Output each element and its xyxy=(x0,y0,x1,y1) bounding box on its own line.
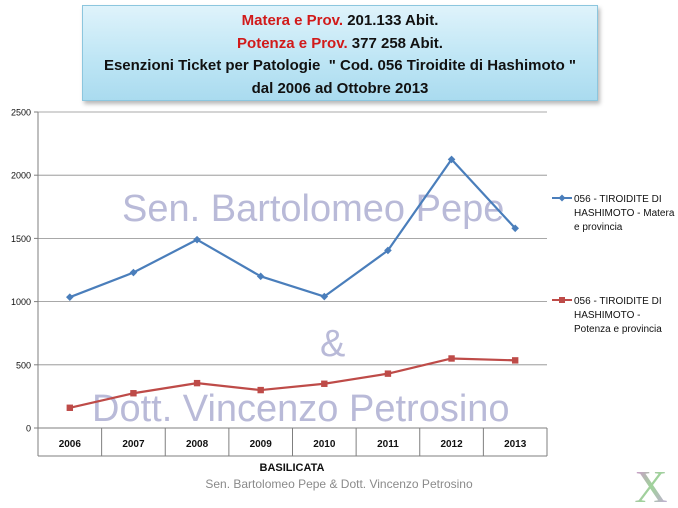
data-point-0-2010 xyxy=(320,292,329,301)
title-matera-name: Matera e Prov. xyxy=(241,12,344,29)
title-line-2: Potenza e Prov. 377 258 Abit. xyxy=(83,33,597,56)
x-tick-label-2011: 2011 xyxy=(377,439,399,450)
data-point-1-2008 xyxy=(193,379,201,387)
series-0 xyxy=(66,155,519,301)
data-point-1-2013 xyxy=(511,357,519,364)
data-point-0-2006 xyxy=(66,293,74,301)
data-point-0-2011 xyxy=(384,246,392,255)
legend-label-potenza: 056 - TIROIDITE DI HASHIMOTO - Potenza e… xyxy=(574,296,662,335)
title-potenza-population: 377 258 Abit. xyxy=(351,34,443,52)
data-point-1-2012 xyxy=(448,355,455,362)
y-tick-label-500: 500 xyxy=(16,360,31,370)
data-point-0-2007 xyxy=(129,268,138,277)
gridlines xyxy=(38,111,547,366)
legend-swatch-matera xyxy=(552,194,572,202)
series-layer xyxy=(66,155,519,411)
y-axis-tick-labels: 0 500 1000 1500 2000 2500 xyxy=(11,108,31,434)
watermark: Sen. Bartolomeo Pepe & Dott. Vincenzo Pe… xyxy=(92,188,510,430)
data-point-0-2009 xyxy=(256,272,265,281)
x-tick-label-2008: 2008 xyxy=(186,439,209,450)
x-tick-label-2009: 2009 xyxy=(250,439,273,450)
x-tick-label-2010: 2010 xyxy=(313,439,336,450)
footer-credit: Sen. Bartolomeo Pepe & Dott. Vincenzo Pe… xyxy=(205,477,473,491)
x-logo-icon: X xyxy=(634,462,667,508)
title-line-4: dal 2006 ad Ottobre 2013 xyxy=(251,79,429,97)
data-point-0-2012 xyxy=(447,155,456,164)
x-tick-label-2013: 2013 xyxy=(504,439,527,450)
x-axis-label: BASILICATA xyxy=(260,462,325,474)
data-point-1-2009 xyxy=(257,386,264,394)
axes xyxy=(34,111,548,457)
legend-swatch-potenza xyxy=(552,297,572,303)
x-tick-label-2012: 2012 xyxy=(440,439,463,450)
series-line-0 xyxy=(69,158,516,299)
x-tick-label-2007: 2007 xyxy=(122,439,145,450)
title-matera-population: 201.133 Abit. xyxy=(347,12,439,29)
x-axis-tick-labels: 2006 2007 2008 2009 2010 2011 2012 2013 xyxy=(59,439,527,450)
data-point-1-2006 xyxy=(66,404,74,411)
y-tick-label-0: 0 xyxy=(26,424,31,434)
series-line-1 xyxy=(69,357,516,409)
legend-label-matera: 056 - TIROIDITE DI HASHIMOTO - Matera e … xyxy=(574,194,675,233)
watermark-line-1: Sen. Bartolomeo Pepe xyxy=(122,188,504,230)
logo-letter: X xyxy=(634,462,667,508)
watermark-line-3: Dott. Vincenzo Petrosino xyxy=(92,388,510,430)
data-point-0-2008 xyxy=(193,235,201,244)
chart-title-box: Matera e Prov. 201.133 Abit. Potenza e P… xyxy=(82,5,598,101)
title-line-1: Matera e Prov. 201.133 Abit. xyxy=(83,10,597,33)
y-tick-label-1500: 1500 xyxy=(11,234,31,244)
title-potenza-name: Potenza e Prov. xyxy=(237,34,348,52)
title-line-3: Esenzioni Ticket per Patologie " Cod. 05… xyxy=(103,57,577,74)
data-point-0-2013 xyxy=(511,224,519,233)
x-tick-label-2006: 2006 xyxy=(59,439,82,450)
watermark-ampersand: & xyxy=(320,323,345,365)
data-point-1-2011 xyxy=(384,370,392,377)
y-tick-label-1000: 1000 xyxy=(11,297,31,307)
y-tick-label-2500: 2500 xyxy=(11,108,31,118)
series-1 xyxy=(66,355,519,411)
y-tick-label-2000: 2000 xyxy=(11,171,31,181)
data-point-1-2007 xyxy=(130,390,137,397)
data-point-1-2010 xyxy=(321,380,328,387)
